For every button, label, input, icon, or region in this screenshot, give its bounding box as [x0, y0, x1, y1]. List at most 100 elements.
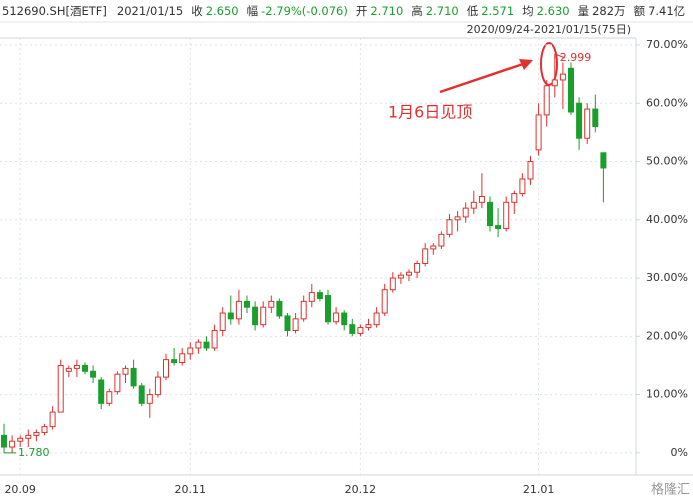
x-tick-label: 20.09 — [4, 483, 36, 496]
candle-body — [478, 195, 485, 203]
candle-body — [227, 312, 234, 320]
candle-body — [487, 201, 493, 227]
peak-label: 2.999 — [560, 51, 592, 64]
candle-body — [252, 306, 259, 326]
candle-body — [130, 367, 137, 387]
candle-body — [511, 193, 518, 203]
candle-body — [195, 341, 202, 349]
candle-body — [17, 437, 24, 442]
candle-body — [357, 327, 364, 334]
candle-body — [430, 245, 437, 250]
highlight-circle — [540, 42, 558, 86]
candle-body — [57, 364, 64, 413]
candle-body — [397, 274, 404, 279]
candle-body — [138, 385, 145, 404]
candle-body — [414, 262, 421, 273]
y-tick-label: 50.00% — [646, 155, 688, 168]
candle-body — [543, 85, 550, 116]
candle-body — [25, 434, 32, 439]
candle-body — [106, 391, 113, 404]
candle-body — [146, 394, 153, 404]
annotation: 1月6日见顶 — [388, 103, 472, 122]
header-label: 低 — [467, 4, 479, 18]
candle-body — [551, 79, 558, 87]
candle-body — [341, 312, 348, 326]
candle-body — [211, 329, 218, 349]
candle-body — [49, 411, 56, 428]
header-label: 高 — [411, 4, 423, 18]
range-label: 2020/09/24-2021/01/15(75日) — [467, 23, 631, 36]
candle-body — [73, 364, 80, 369]
y-tick-label: 30.00% — [646, 271, 688, 284]
candle-body — [292, 318, 299, 331]
y-tick-label: 70.00% — [646, 38, 688, 51]
symbol: 512690.SH[酒ETF] — [2, 4, 107, 18]
candle-body — [316, 292, 323, 299]
candle-body — [33, 431, 40, 436]
candle-body — [82, 364, 88, 372]
candle-body — [584, 108, 591, 139]
candle-body — [163, 359, 169, 378]
candle-body — [422, 248, 429, 264]
candle-body — [171, 359, 178, 364]
candle-body — [527, 161, 534, 180]
header-value: 2.710 — [370, 4, 403, 18]
arrow-head — [519, 59, 533, 70]
candle-body — [284, 315, 291, 331]
candle-body — [235, 300, 242, 320]
header-label: 开 — [356, 4, 368, 18]
candle-body — [65, 367, 72, 372]
header-label: 均 — [522, 4, 534, 18]
candle-body — [446, 219, 453, 235]
candle-body — [203, 341, 210, 349]
candle-body — [260, 306, 267, 326]
candle-body — [470, 201, 477, 209]
candle-body — [495, 225, 502, 230]
candle-body — [349, 324, 356, 334]
candle-body — [276, 300, 283, 317]
header-label: 幅 — [247, 4, 259, 18]
candle-body — [90, 370, 97, 378]
x-tick-label: 21.01 — [523, 483, 555, 496]
low-label: 1.780 — [18, 446, 50, 459]
candle-body — [373, 312, 380, 326]
peak-pointer — [554, 53, 565, 59]
candle-body — [576, 102, 583, 139]
candle-body — [503, 201, 510, 230]
candle-body — [406, 271, 412, 276]
header-label: 额 — [634, 4, 646, 18]
candle-body — [592, 108, 599, 128]
candle-body — [1, 434, 7, 448]
header-value: 7.41亿 — [648, 4, 685, 18]
y-tick-label: 0% — [671, 446, 688, 459]
x-tick-label: 20.12 — [345, 483, 377, 496]
candle-body — [187, 347, 194, 355]
header-label: 量 — [578, 4, 590, 18]
candle-body — [300, 300, 307, 320]
candle-body — [519, 178, 526, 195]
candle-body — [179, 353, 186, 364]
y-tick-label: 20.00% — [646, 329, 688, 342]
date: 2021/01/15 — [117, 4, 183, 18]
candle-body — [600, 152, 607, 169]
candle-body — [114, 373, 121, 393]
candle-body — [268, 300, 275, 308]
candle-body — [333, 312, 340, 323]
header-value: -2.79%(-0.076) — [261, 4, 348, 18]
header-value: 2.650 — [206, 4, 239, 18]
candle-body — [244, 300, 250, 308]
header-value: 2.630 — [537, 4, 570, 18]
candle-body — [365, 324, 372, 329]
candle-body — [568, 67, 574, 113]
candle-body — [41, 426, 48, 433]
y-tick-label: 10.00% — [646, 388, 688, 401]
candle-body — [389, 277, 396, 291]
y-tick-label: 60.00% — [646, 96, 688, 109]
header-label: 收 — [191, 4, 203, 18]
candle-body — [308, 292, 315, 302]
candle-body — [9, 440, 16, 448]
header-value: 2.571 — [481, 4, 514, 18]
arrow — [439, 61, 527, 94]
